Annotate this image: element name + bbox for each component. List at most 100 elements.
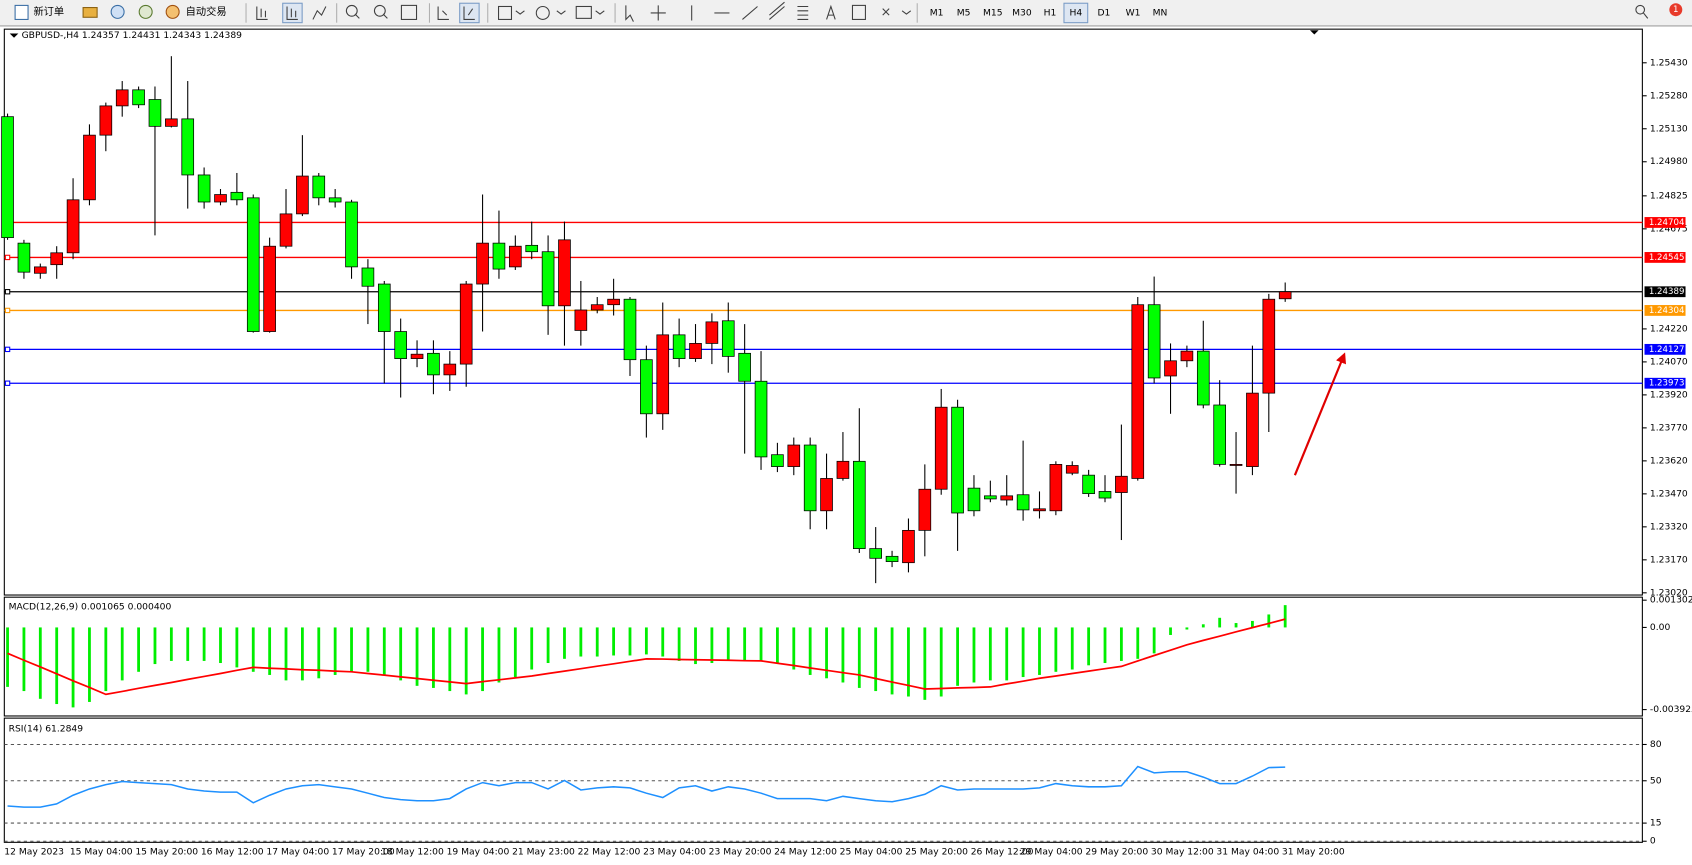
signal-line (7, 618, 1286, 696)
icon[interactable] (138, 4, 153, 19)
macd-panel (3, 596, 1643, 717)
histogram-bar (415, 627, 419, 686)
candle-body (672, 334, 686, 359)
auto-trading-icon[interactable] (165, 4, 180, 19)
histogram-bar (726, 627, 730, 661)
histogram-bar (644, 627, 648, 655)
histogram-bar (1185, 627, 1189, 630)
y-tick-label: 1.23320 (1650, 521, 1688, 532)
level-tag (1644, 343, 1686, 355)
histogram-bar (366, 627, 370, 672)
candle-body (509, 245, 522, 268)
histogram-bar (153, 627, 157, 665)
candle-body (1033, 508, 1046, 512)
icon[interactable] (82, 7, 98, 18)
x-tick-label: 15 May 04:00 (70, 847, 133, 858)
symbol-menu-marker[interactable] (9, 33, 19, 38)
timeframe-button[interactable]: D1 (1097, 7, 1110, 18)
timeframe-button[interactable]: W1 (1126, 7, 1141, 18)
x-tick-label: 22 May 12:00 (578, 847, 641, 858)
x-tick-label: 17 May 20:00 (332, 847, 395, 858)
candle-body (1, 116, 14, 239)
candle-body (181, 118, 195, 176)
icon[interactable] (110, 4, 125, 19)
y-tick-label: -0.003925 (1650, 704, 1692, 715)
y-tick-label: 80 (1650, 739, 1662, 750)
histogram-bar (710, 627, 714, 664)
candle-body (984, 495, 997, 500)
level-tag (1644, 377, 1686, 389)
histogram-bar (1234, 623, 1238, 628)
candle-body (1229, 464, 1243, 466)
level-label: 1.24389 (1649, 287, 1685, 297)
y-tick-label: 0.00 (1650, 622, 1671, 633)
histogram-bar (825, 627, 828, 679)
histogram-bar (497, 627, 501, 683)
candle-body (689, 343, 702, 359)
histogram-bar (1169, 627, 1172, 635)
x-tick-label: 15 May 20:00 (135, 847, 198, 858)
histogram-bar (6, 627, 9, 687)
timeframe-button[interactable]: H1 (1044, 7, 1057, 18)
histogram-bar (923, 627, 927, 700)
x-tick-label: 31 May 20:00 (1282, 847, 1345, 858)
histogram-bar (907, 627, 910, 697)
chart-title: GBPUSD-,H4 1.24357 1.24431 1.24343 1.243… (22, 30, 243, 41)
candle-body (17, 242, 31, 273)
candle-body (1262, 298, 1276, 394)
histogram-bar (776, 627, 779, 664)
candle-body (852, 460, 866, 549)
new-order-button[interactable]: 新订单 (33, 5, 64, 18)
tool-icons[interactable] (256, 1, 1649, 24)
candle-body (902, 529, 915, 564)
level-label: 1.24704 (1649, 218, 1685, 228)
level-tag (1644, 286, 1686, 298)
timeframe-button[interactable]: M1 (930, 7, 944, 18)
histogram-bar (104, 627, 108, 692)
timeframe-button[interactable]: MN (1153, 7, 1168, 18)
candle-body (99, 105, 113, 136)
candle-body (230, 191, 244, 201)
y-tick-label: 1.24220 (1650, 323, 1688, 334)
histogram-bar (284, 627, 288, 681)
histogram-bar (481, 627, 484, 692)
new-order-icon[interactable] (14, 4, 29, 20)
candle-body (918, 488, 932, 531)
histogram-bar (1218, 617, 1222, 628)
timeframe-button[interactable]: M30 (1012, 7, 1032, 18)
timeframe-button[interactable]: H4 (1069, 7, 1082, 18)
level-marker (4, 254, 11, 261)
y-tick-label: 1.24070 (1650, 356, 1688, 367)
y-tick-label: 0 (1650, 836, 1656, 847)
timeframe-button[interactable]: M15 (983, 7, 1003, 18)
histogram-bar (464, 627, 468, 695)
candle-body (492, 242, 506, 270)
histogram-bar (137, 627, 140, 672)
histogram-bar (202, 627, 206, 661)
notification-badge[interactable] (1669, 3, 1683, 17)
separators (245, 3, 918, 23)
timeframe-button[interactable]: M5 (957, 7, 971, 18)
indicator-line (7, 765, 1286, 808)
candle-body (738, 352, 751, 382)
x-tick-label: 31 May 04:00 (1216, 847, 1279, 858)
shift-marker (1310, 30, 1319, 35)
histogram-bar (579, 627, 583, 657)
histogram-bar (1251, 620, 1254, 628)
auto-trading-button[interactable]: 自动交易 (186, 5, 227, 18)
histogram-bar (432, 627, 435, 688)
x-tick-label: 19 May 04:00 (447, 847, 510, 858)
histogram-bar (939, 627, 943, 697)
histogram-bar (1038, 627, 1041, 675)
candle-body (721, 320, 735, 357)
histogram-bar (1005, 627, 1009, 681)
active-timeframe-bg[interactable] (1063, 2, 1089, 24)
candle-body (558, 239, 571, 307)
y-tick-label: 15 (1650, 818, 1662, 829)
annotation-arrow (1293, 352, 1346, 476)
notification-count[interactable]: 1 (1673, 5, 1678, 15)
candle-body (803, 444, 817, 512)
candle-body (787, 444, 801, 467)
x-tick-label: 25 May 20:00 (905, 847, 968, 858)
candle-body (967, 487, 981, 512)
